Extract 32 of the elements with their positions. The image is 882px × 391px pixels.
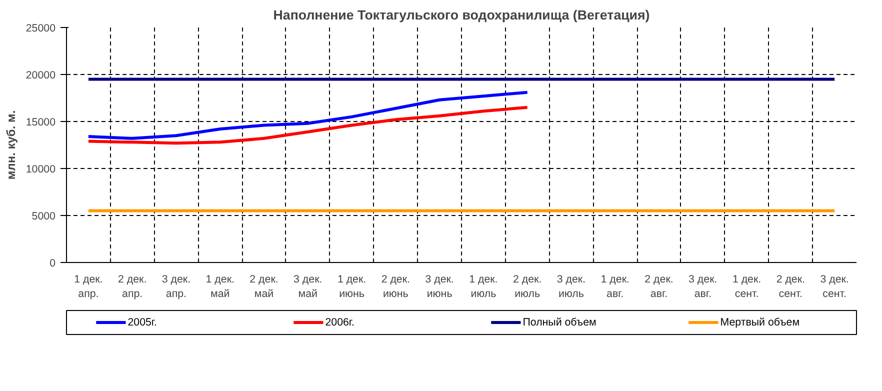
x-tick-label: 2 дек. сент. bbox=[776, 274, 805, 300]
x-tick-label: 1 дек. авг. bbox=[600, 274, 630, 300]
x-tick-label: 3 дек. апр. bbox=[162, 274, 191, 300]
x-tick-label: 2 дек. авг. bbox=[644, 274, 674, 300]
y-axis-title: млн. куб. м. bbox=[4, 110, 18, 180]
chart-title: Наполнение Токтагульского водохранилища (Вегетация) bbox=[273, 8, 650, 22]
y-tick-label: 25000 bbox=[26, 22, 56, 34]
legend-label: 2006г. bbox=[325, 316, 354, 328]
x-tick-label: 3 дек. май bbox=[294, 274, 322, 300]
y-tick-label: 20000 bbox=[26, 70, 56, 82]
x-tick-label: 3 дек. сент. bbox=[820, 274, 849, 300]
x-tick-label: 3 дек. авг. bbox=[688, 274, 718, 300]
x-tick-label: 1 дек. сент. bbox=[732, 274, 762, 300]
x-tick-label: 2 дек. июль bbox=[513, 274, 542, 300]
x-tick-label: 1 дек. июль bbox=[469, 274, 498, 300]
y-tick-label: 10000 bbox=[26, 164, 56, 176]
x-tick-label: 2 дек. апр. bbox=[118, 274, 147, 300]
x-tick-label: 2 дек. июнь bbox=[381, 274, 410, 300]
legend-label: Полный объем bbox=[522, 316, 596, 328]
y-tick-label: 15000 bbox=[26, 116, 56, 128]
y-tick-label: 5000 bbox=[32, 210, 56, 222]
y-tick-label: 0 bbox=[50, 258, 56, 270]
x-tick-label: 1 дек. июнь bbox=[337, 274, 366, 300]
line-series bbox=[86, 90, 529, 140]
x-tick-label: 1 дек. апр. bbox=[74, 274, 103, 300]
line-series bbox=[86, 106, 529, 145]
x-tick-label: 1 дек. май bbox=[206, 274, 234, 300]
legend-label: Мертвый объем bbox=[720, 316, 800, 328]
legend-label: 2005г. bbox=[128, 316, 157, 328]
x-tick-label: 2 дек. май bbox=[250, 274, 278, 300]
x-tick-label: 3 дек. июнь bbox=[425, 274, 454, 300]
x-tick-label: 3 дек. июль bbox=[556, 274, 586, 300]
